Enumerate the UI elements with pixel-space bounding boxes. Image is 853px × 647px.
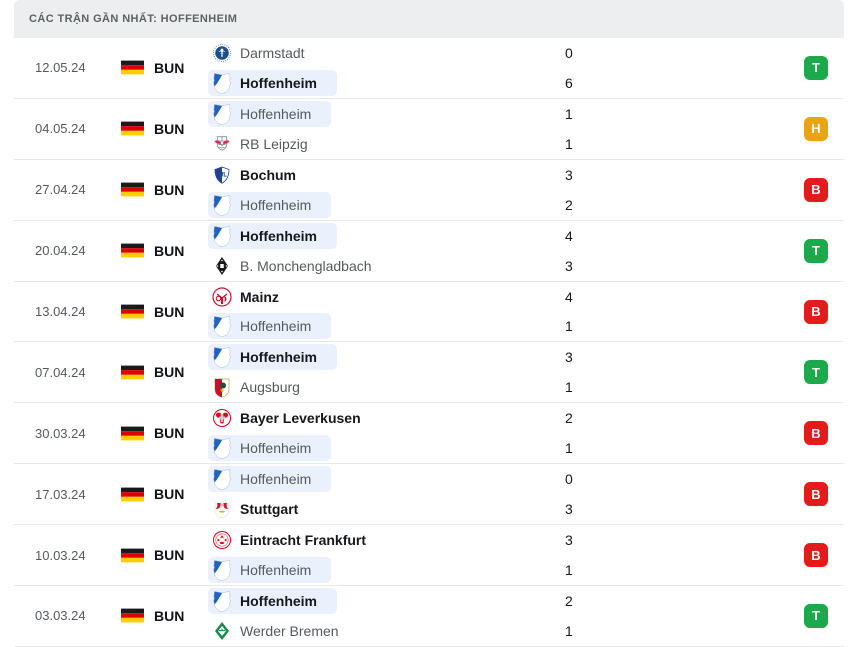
svg-text:VfL: VfL [217, 172, 227, 178]
